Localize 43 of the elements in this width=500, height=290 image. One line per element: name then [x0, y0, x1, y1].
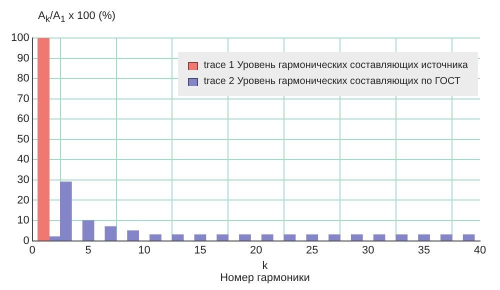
- y-tick-label: 50: [17, 133, 30, 146]
- x-tick-label: 20: [250, 244, 262, 256]
- y-axis-title: A$_{k}$/A$_{1}$ x 100 (%): [38, 10, 116, 24]
- bar: [127, 230, 139, 241]
- x-tick-label: 35: [418, 244, 430, 256]
- bar: [373, 234, 386, 241]
- bar: [261, 234, 274, 241]
- text: Номер гармоники: [219, 272, 311, 284]
- y-tick-label: 100: [10, 32, 30, 44]
- bar: [150, 234, 162, 241]
- x-tick-label: 40: [474, 244, 486, 256]
- y-tick-label: 80: [17, 72, 30, 85]
- bar: [104, 226, 117, 241]
- legend-label: trace 1 Уровень гармонических составляющих источника: [204, 59, 468, 73]
- y-tick-label: 0: [23, 234, 30, 247]
- y-tick-label: 40: [17, 154, 30, 166]
- bar: [284, 234, 296, 241]
- y-tick-label: 20: [17, 194, 30, 206]
- x-tick-label: 15: [194, 244, 206, 256]
- y-tick-label: 90: [17, 52, 30, 64]
- x-tick-label: 30: [362, 244, 374, 256]
- x-tick-label: 5: [85, 244, 92, 256]
- y-tick-label: 60: [17, 113, 30, 126]
- bar: [38, 38, 50, 241]
- bar: [306, 234, 318, 241]
- y-tick-label: 30: [17, 174, 30, 186]
- x-tick-label: 25: [306, 244, 318, 256]
- bar: [194, 234, 206, 241]
- bar: [239, 234, 251, 241]
- x-axis-title: k: [261, 260, 269, 272]
- bar: [172, 234, 184, 241]
- y-tick-label: 70: [17, 92, 30, 105]
- bar: [418, 234, 430, 241]
- bar: [82, 220, 94, 241]
- bar: [350, 234, 363, 241]
- bar: [396, 234, 408, 241]
- bar: [328, 234, 340, 241]
- bar: [216, 234, 229, 241]
- bar: [440, 234, 452, 241]
- bar: [462, 234, 475, 241]
- x-tick-label: 10: [138, 244, 150, 256]
- legend-label: trace 2 Уровень гармонических составляющих по ГОСТ: [204, 75, 461, 89]
- y-tick-label: 10: [17, 214, 30, 227]
